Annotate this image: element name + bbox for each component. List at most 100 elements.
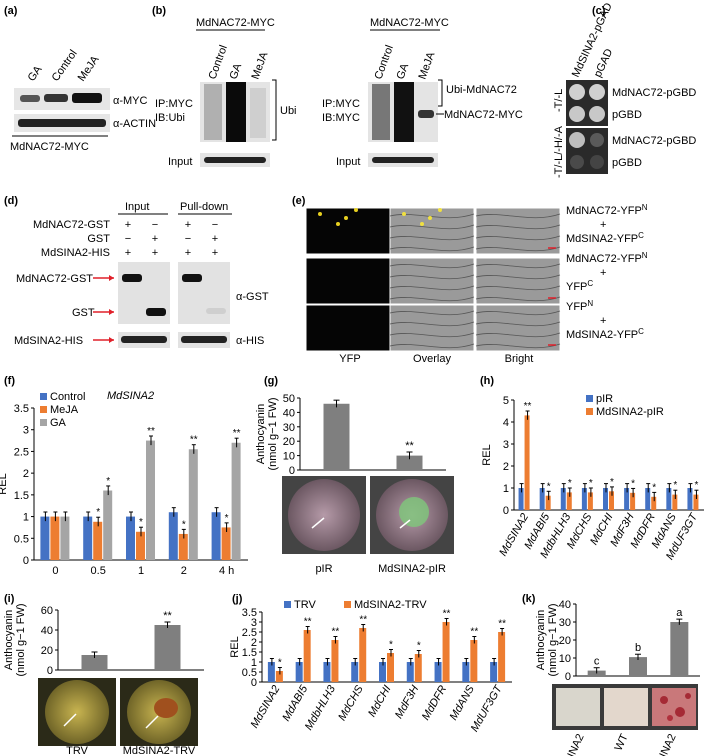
e-cell-wall — [475, 246, 561, 252]
bar — [303, 630, 311, 682]
bar — [693, 494, 699, 510]
d-sign: + — [185, 247, 191, 259]
bar — [188, 449, 198, 560]
d-band-label: GST — [72, 307, 95, 319]
legend-label: pIR — [596, 393, 613, 405]
c-row: MdNAC72-pGBD — [612, 135, 696, 147]
d-group-input: Input — [125, 201, 149, 213]
d-sign: + — [212, 233, 218, 245]
significance-mark: * — [568, 478, 572, 489]
a-band — [18, 119, 106, 127]
a-lane-meja: MeJA — [76, 53, 102, 83]
panel-k-label: (k) — [522, 593, 536, 605]
e-cell-wall — [475, 321, 561, 327]
bar — [539, 488, 545, 510]
x-tick-label: MdSINA2 — [497, 512, 531, 559]
y-tick-label: 30 — [559, 617, 571, 629]
a-band — [72, 93, 102, 103]
bar — [414, 654, 422, 682]
b-right-ib: IB:MYC — [322, 112, 360, 124]
e-cell-wall — [475, 332, 561, 338]
b-left-ip: IP:MYC — [155, 98, 193, 110]
i-label: TRV — [66, 745, 88, 756]
bar — [560, 488, 566, 510]
panel-j-label: (j) — [232, 593, 243, 605]
y-axis-label: REL — [481, 444, 493, 465]
significance-mark: c — [594, 656, 600, 668]
a-lane-ga: GA — [26, 63, 45, 83]
bar — [168, 512, 178, 560]
y-tick-label: 3 — [23, 425, 29, 437]
y-tick-label: 0 — [289, 465, 295, 477]
c-medium: -T/-L — [553, 89, 565, 112]
significance-mark: ** — [498, 619, 506, 630]
b-left-lane: MeJA — [250, 50, 271, 81]
e-row-label: MdNAC72-YFPN — [566, 251, 648, 266]
bar — [146, 440, 155, 560]
c-row: MdNAC72-pGBD — [612, 87, 696, 99]
d-sign: + — [185, 219, 191, 231]
panel-k: (k) 0 10 20 30 40 Anthocyanin (nmol g−1 FW) c b a… — [522, 593, 700, 756]
a-band — [20, 95, 40, 102]
significance-mark: * — [417, 641, 421, 652]
f-title: MdSINA2 — [107, 390, 154, 402]
y-axis-label: REL — [229, 636, 241, 657]
panel-a-label: (a) — [4, 5, 18, 17]
significance-mark: a — [676, 607, 683, 619]
e-yfp-signal — [420, 222, 424, 226]
d-protein: MdNAC72-GST — [33, 219, 110, 231]
bar — [630, 492, 636, 510]
c-medium: -T/-L/-H/-A — [553, 125, 565, 178]
significance-mark: ** — [332, 627, 340, 638]
y-tick-label: 10 — [283, 451, 295, 463]
panel-h-label: (h) — [480, 375, 494, 387]
bar — [518, 488, 524, 510]
e-cell-wall — [389, 285, 475, 291]
y-axis-unit: (nmol g−1 FW) — [547, 603, 559, 676]
panel-a: (a) GA Control MeJA α-MYC α-ACTIN MdNAC7… — [4, 5, 156, 153]
y-tick-label: 2 — [23, 468, 29, 480]
e-microscopy-grid — [305, 207, 561, 352]
significance-mark: ** — [470, 627, 478, 638]
x-tick-label: 0 — [52, 565, 58, 577]
d-band — [181, 336, 227, 343]
d-sign: − — [212, 219, 218, 231]
b-left-lane: GA — [228, 61, 245, 81]
y-axis-label: Anthocyanin — [255, 404, 267, 465]
c-col: pGAD — [592, 47, 616, 79]
legend-label: MeJA — [50, 404, 79, 416]
g-label: pIR — [315, 563, 332, 575]
e-yfp-signal — [336, 222, 340, 226]
y-tick-label: 1.5 — [242, 647, 257, 659]
b-left-ib: IB:Ubi — [155, 112, 185, 124]
e-cell-wall — [475, 274, 561, 280]
legend-label: TRV — [294, 599, 316, 611]
panel-j: (j) 00.511.522.533.5REL*MdSINA2**MdABI5*… — [229, 593, 512, 734]
b-left-input: Input — [168, 156, 192, 168]
bar — [645, 488, 651, 510]
c-colony — [589, 84, 605, 100]
j-chart: 00.511.522.533.5REL*MdSINA2**MdABI5**Mdb… — [229, 599, 512, 734]
e-col-label: Bright — [505, 353, 534, 365]
significance-mark: * — [278, 658, 282, 669]
bar — [666, 488, 672, 510]
b-right-title: MdNAC72-MYC — [370, 17, 449, 29]
significance-mark: ** — [163, 610, 172, 622]
significance-mark: * — [631, 478, 635, 489]
significance-mark: * — [673, 480, 677, 491]
e-cell-wall — [475, 343, 561, 349]
y-tick-label: 1 — [23, 512, 29, 524]
k-chart: 0 10 20 30 40 Anthocyanin(nmol g−1 FW) c b a MdSI… — [535, 599, 700, 756]
y-tick-label: 1 — [251, 657, 257, 669]
significance-mark: * — [96, 507, 100, 518]
d-group-pulldown: Pull-down — [180, 201, 228, 213]
a-row-actin: α-ACTIN — [113, 118, 156, 130]
significance-mark: * — [547, 481, 551, 492]
b-right-ip: IP:MYC — [322, 98, 360, 110]
bar — [581, 488, 587, 510]
y-tick-label: 20 — [559, 635, 571, 647]
e-cell-wall — [389, 296, 475, 302]
c-colony — [569, 84, 585, 100]
bar — [331, 640, 339, 682]
legend-label: GA — [50, 417, 67, 429]
